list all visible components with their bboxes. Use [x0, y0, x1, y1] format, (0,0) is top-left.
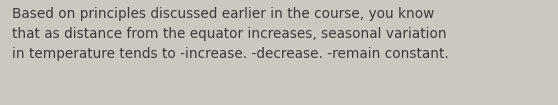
- Text: Based on principles discussed earlier in the course, you know
that as distance f: Based on principles discussed earlier in…: [12, 7, 449, 61]
